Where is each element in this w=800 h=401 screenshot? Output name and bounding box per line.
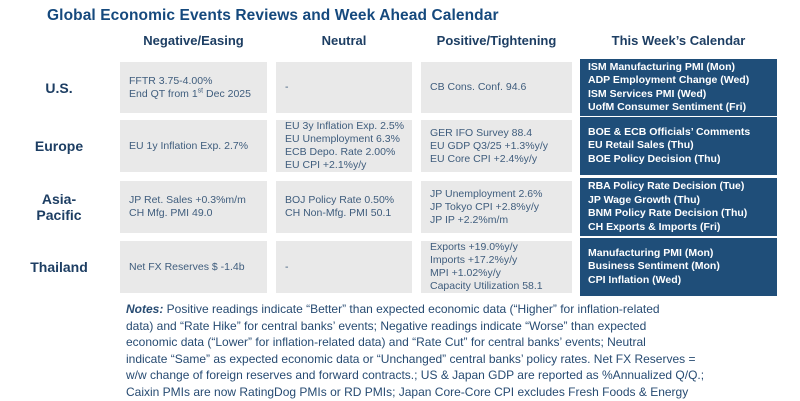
cell-line: JP IP +2.2%m/m	[430, 213, 509, 226]
cell-line: MPI +1.02%y/y	[430, 267, 501, 279]
cell-line: Capacity Utilization 58.1	[430, 280, 543, 292]
cell-line: Exports +19.0%y/y	[430, 241, 518, 253]
cell-line: JP Ret. Sales +0.3%m/m	[129, 194, 246, 206]
cell-europe-calendar: BOE & ECB Officials’ Comments EU Retail S…	[580, 117, 777, 175]
cell-line: EU Retail Sales (Thu)	[588, 139, 694, 152]
cell-line: Business Sentiment (Mon)	[588, 260, 720, 273]
cell-asia-pacific-neutral: BOJ Policy Rate 0.50% CH Non-Mfg. PMI 50.…	[276, 181, 412, 233]
cell-europe-negative: EU 1y Inflation Exp. 2.7%	[120, 120, 267, 172]
cell-line: GER IFO Survey 88.4	[430, 126, 533, 139]
column-header-negative-easing: Negative/Easing	[143, 33, 244, 48]
cell-line: BOE Policy Decision (Thu)	[588, 152, 721, 165]
cell-line: Net FX Reserves $ -1.4b	[129, 260, 245, 273]
cell-line: ECB Depo. Rate 2.00%	[285, 146, 396, 158]
cell-asia-pacific-calendar: RBA Policy Rate Decision (Tue) JP Wage Gr…	[580, 178, 777, 236]
cell-line: FFTR 3.75-4.00%	[129, 74, 213, 87]
cell-line: CH Non-Mfg. PMI 50.1	[285, 207, 392, 219]
row-label-thailand: Thailand	[30, 259, 88, 275]
table-row-thailand: Thailand Net FX Reserves $ -1.4b - Expor…	[0, 238, 800, 296]
cell-line: RBA Policy Rate Decision (Tue)	[588, 180, 745, 192]
column-header-this-weeks-calendar: This Week’s Calendar	[611, 33, 746, 48]
cell-line: ADP Employment Change (Wed)	[588, 74, 750, 86]
cell-line: UofM Consumer Sentiment (Fri)	[588, 101, 747, 113]
cell-line: BOE & ECB Officials’ Comments	[588, 125, 751, 138]
cell-line: Manufacturing PMI (Mon)	[588, 246, 714, 259]
cell-line: BOJ Policy Rate 0.50%	[285, 194, 395, 206]
notes-line: economic data (“Lower” for inflation-rel…	[126, 335, 646, 350]
cell-line: EU 1y Inflation Exp. 2.7%	[129, 139, 249, 152]
cell-us-calendar: ISM Manufacturing PMI (Mon) ADP Employmen…	[580, 59, 777, 116]
cell-thailand-calendar: Manufacturing PMI (Mon) Business Sentimen…	[580, 238, 777, 296]
column-header-neutral: Neutral	[321, 33, 367, 48]
cell-line: EU GDP Q3/25 +1.3%y/y	[430, 139, 548, 152]
table-row-europe: Europe EU 1y Inflation Exp. 2.7% EU 3y I…	[0, 117, 800, 175]
cell-line: CB Cons. Conf. 94.6	[430, 81, 527, 93]
cell-thailand-positive: Exports +19.0%y/y Imports +17.2%y/y MPI +1…	[421, 241, 572, 293]
cell-line: JP Wage Growth (Thu)	[588, 193, 700, 206]
cell-line: EU Core CPI +2.4%y/y	[430, 152, 538, 165]
cell-europe-positive: GER IFO Survey 88.4 EU GDP Q3/25 +1.3%y/y…	[421, 120, 572, 172]
cell-line: CH Mfg. PMI 49.0	[129, 207, 213, 219]
cell-line: ISM Services PMI (Wed)	[588, 87, 707, 100]
cell-line: -	[285, 260, 289, 273]
page-title: Global Economic Events Reviews and Week …	[47, 7, 499, 24]
cell-line: Imports +17.2%y/y	[430, 254, 518, 266]
column-header-positive-tightening: Positive/Tightening	[436, 33, 557, 48]
cell-line: JP Tokyo CPI +2.8%y/y	[430, 200, 540, 213]
cell-line: EU 3y Inflation Exp. 2.5%	[285, 120, 405, 132]
row-label-asia-pacific: Asia-Pacific	[36, 191, 82, 223]
notes-line: w/w change of foreign reserves and forwa…	[126, 368, 705, 383]
row-label-us: U.S.	[45, 79, 73, 96]
cell-line: ISM Manufacturing PMI (Mon)	[588, 60, 735, 73]
notes-line: Notes: Positive readings indicate “Bette…	[126, 302, 660, 316]
cell-line: CH Exports & Imports (Fri)	[588, 220, 721, 233]
cell-line: EU CPI +2.1%y/y	[285, 159, 367, 171]
notes-line: data) and “Rate Hike” for central banks’…	[126, 318, 647, 333]
cell-us-positive: CB Cons. Conf. 94.6	[421, 62, 572, 113]
cell-line: EU Unemployment 6.3%	[285, 133, 400, 145]
notes-line: indicate “Same” as expected economic dat…	[126, 351, 696, 366]
cell-line: JP Unemployment 2.6%	[430, 187, 543, 200]
cell-thailand-negative: Net FX Reserves $ -1.4b	[120, 241, 267, 293]
notes-label: Notes:	[126, 302, 164, 316]
cell-us-neutral: -	[276, 62, 412, 113]
cell-asia-pacific-negative: JP Ret. Sales +0.3%m/m CH Mfg. PMI 49.0	[120, 181, 267, 233]
cell-asia-pacific-positive: JP Unemployment 2.6% JP Tokyo CPI +2.8%y/…	[421, 181, 572, 233]
cell-line: CPI Inflation (Wed)	[588, 273, 682, 286]
cell-europe-neutral: EU 3y Inflation Exp. 2.5% EU Unemployment…	[276, 120, 412, 172]
row-label-europe: Europe	[34, 138, 84, 154]
cell-us-negative: FFTR 3.75-4.00% End QT from 1st Dec 2025	[120, 62, 267, 113]
notes-block: Notes: Positive readings indicate “Bette…	[126, 301, 796, 401]
cell-line: End QT from 1st Dec 2025	[129, 87, 251, 100]
table-row-us: U.S. FFTR 3.75-4.00% End QT from 1st Dec…	[0, 59, 800, 116]
notes-line: Caixin PMIs are now RatingDog PMIs or RD…	[126, 384, 689, 399]
cell-thailand-neutral: -	[276, 241, 412, 293]
table-row-asia-pacific: Asia-Pacific JP Ret. Sales +0.3%m/m CH Mf…	[0, 178, 800, 236]
cell-line: BNM Policy Rate Decision (Thu)	[588, 207, 748, 219]
cell-line: -	[285, 81, 289, 93]
